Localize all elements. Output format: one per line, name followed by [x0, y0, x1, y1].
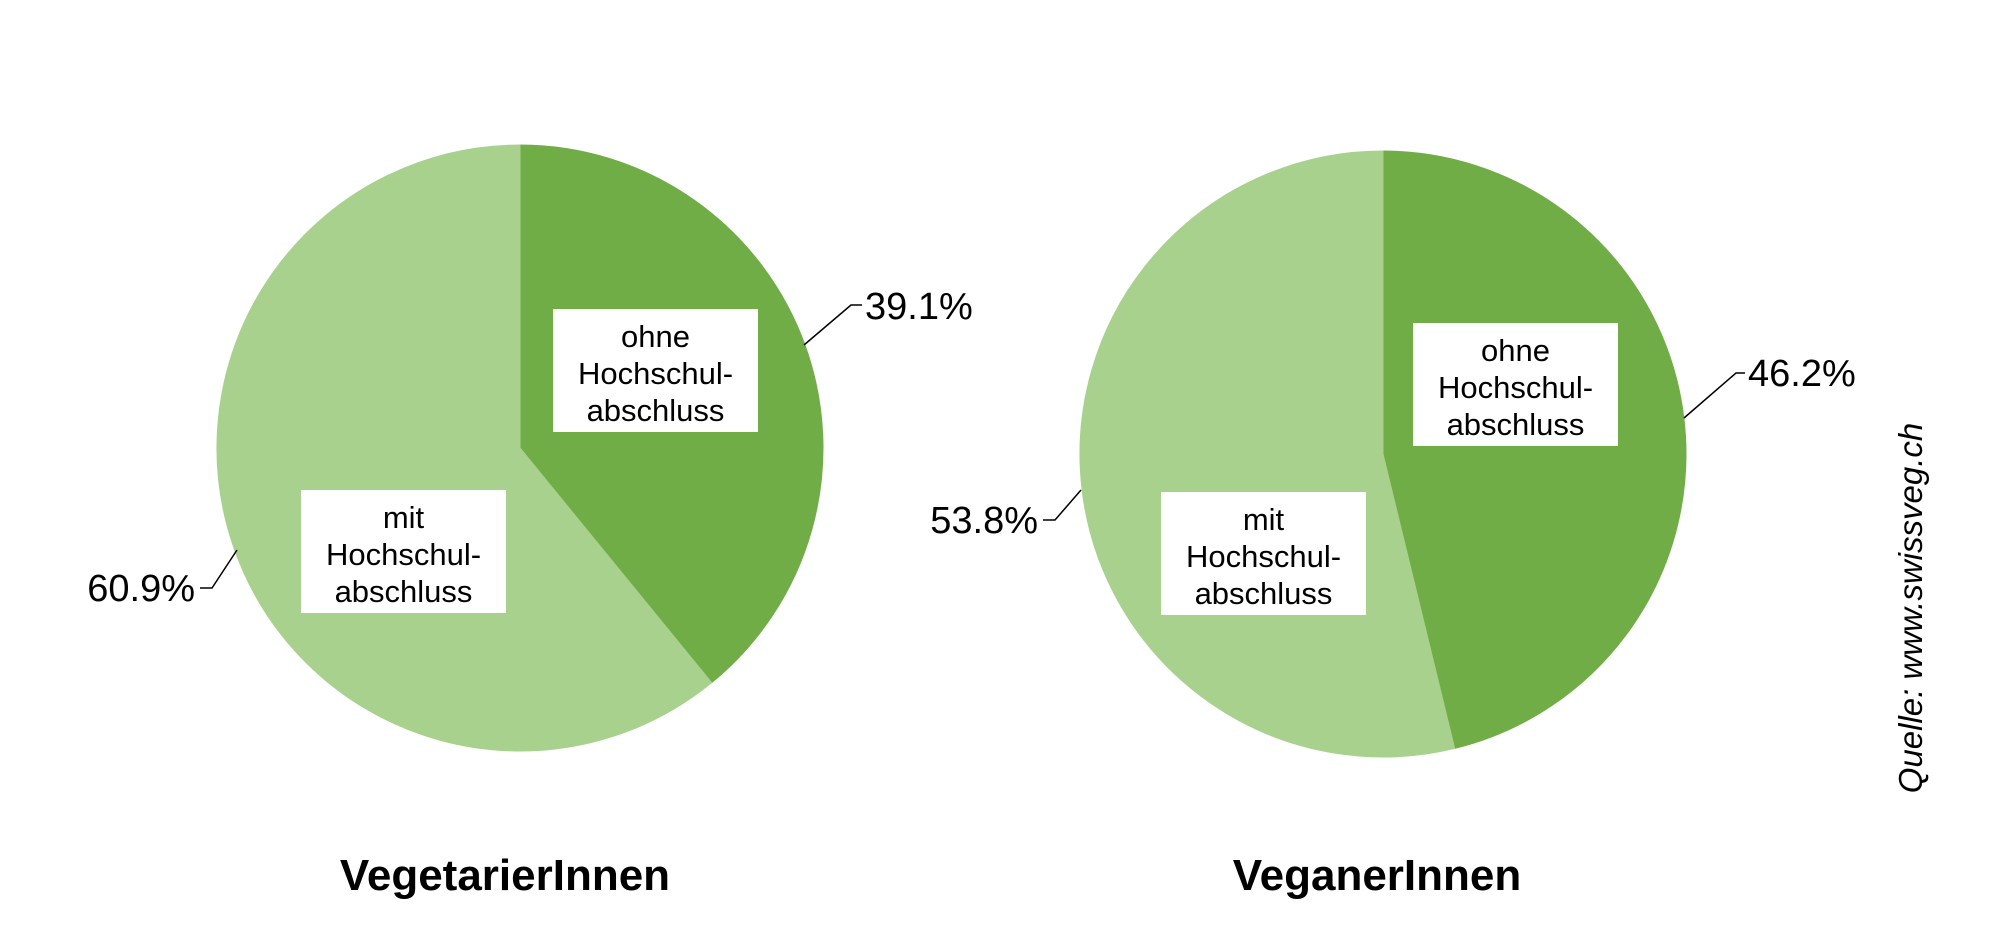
vegetarier-category-label-ohne: ohne Hochschul-abschluss [578, 319, 733, 428]
vegetarier-value-label-ohne: 39.1% [865, 286, 973, 328]
vegetarier-label-box-mit [301, 490, 506, 613]
veganer-label-box-mit [1161, 492, 1366, 615]
veganer-value-label-ohne: 46.2% [1748, 353, 1856, 395]
vegetarier-chart-title: VegetarierInnen [340, 851, 670, 900]
veganer-leader-line-ohne [1683, 372, 1745, 419]
veganer-leader-line-mit [1043, 489, 1082, 521]
veganer-label-box-ohne [1413, 323, 1618, 446]
vegetarier-value-label-mit: 60.9% [87, 568, 195, 610]
source-note: Quelle: www.swissveg.ch [1892, 423, 1929, 793]
vegetarier-leader-line-ohne [803, 304, 862, 346]
vegetarier-pie-chart: ohne Hochschul-abschluss mit Hochschul-absc… [87, 144, 973, 900]
vegetarier-category-label-mit: mit Hochschul-abschluss [326, 500, 481, 609]
veganer-category-label-ohne: ohne Hochschul-abschluss [1438, 333, 1593, 442]
veganer-pie-chart: ohne Hochschul-abschluss mit Hochschul-absc… [930, 150, 1856, 900]
veganer-chart-title: VeganerInnen [1233, 851, 1522, 900]
veganer-value-label-mit: 53.8% [930, 500, 1038, 542]
vegetarier-leader-line-mit [200, 549, 238, 589]
veganer-slice-ohne [1382, 150, 1687, 750]
vegetarier-label-box-ohne [553, 309, 758, 432]
veganer-category-label-mit: mit Hochschul-abschluss [1186, 502, 1341, 611]
